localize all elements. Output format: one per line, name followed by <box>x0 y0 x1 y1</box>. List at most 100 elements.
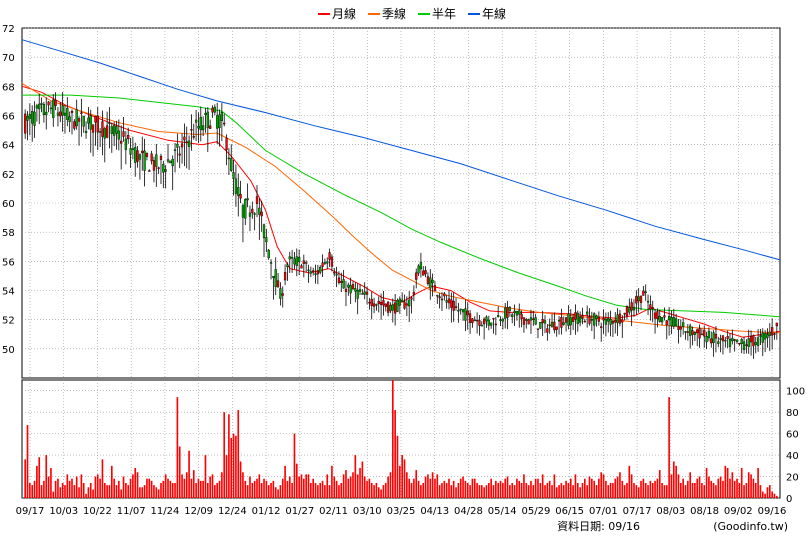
candle-body <box>262 224 266 239</box>
candle <box>703 325 706 348</box>
price-tick-label: 68 <box>2 82 15 93</box>
candle <box>527 318 530 325</box>
volume-bar <box>672 461 675 498</box>
candle <box>342 269 345 289</box>
candle-body <box>211 107 214 113</box>
price-tick-label: 70 <box>2 53 15 64</box>
candle <box>192 123 195 140</box>
candle <box>564 316 568 332</box>
legend-item: 半年 <box>418 7 456 21</box>
volume-bar <box>139 487 141 498</box>
candle <box>251 201 254 219</box>
candle <box>298 249 301 276</box>
volume-bar <box>502 482 504 498</box>
volume-bar <box>118 480 120 498</box>
candle-body <box>33 111 36 126</box>
volume-bar <box>279 485 282 498</box>
candle-body <box>504 307 507 319</box>
candle <box>305 260 308 273</box>
candle-body <box>138 154 142 160</box>
candle <box>157 166 160 175</box>
price-tick-label: 66 <box>2 112 15 123</box>
volume-bar <box>101 459 104 498</box>
candle <box>96 107 99 151</box>
candle <box>248 205 252 232</box>
candle-body <box>600 326 603 328</box>
candle-body <box>445 300 448 303</box>
volume-bar <box>715 485 717 498</box>
candle <box>319 265 322 275</box>
date-tick-label: 09/17 <box>16 506 45 517</box>
volume-bar <box>516 478 518 498</box>
volume-bar <box>698 476 701 498</box>
volume-bar <box>480 485 483 498</box>
candle <box>501 317 504 330</box>
volume-bar <box>710 480 713 498</box>
volume-bar <box>377 487 380 498</box>
candle <box>733 338 736 352</box>
volume-bar <box>251 482 254 498</box>
volume-bar <box>160 482 162 498</box>
candle-body <box>321 262 324 267</box>
candle <box>68 111 71 133</box>
volume-bar <box>197 478 200 498</box>
candle-body <box>326 261 329 264</box>
volume-bar <box>232 433 235 498</box>
volume-bar <box>174 482 176 498</box>
volume-bar <box>527 485 530 498</box>
volume-bar <box>214 485 216 498</box>
candle-body <box>689 325 692 336</box>
candle <box>607 312 610 333</box>
candle-body <box>607 318 610 322</box>
volume-bar <box>148 478 151 498</box>
candle <box>230 144 233 172</box>
candle-body <box>628 307 631 313</box>
volume-bar <box>609 482 612 498</box>
candle-body <box>314 273 317 275</box>
candle-body <box>28 113 31 119</box>
candle <box>459 308 462 315</box>
volume-bar <box>338 485 340 498</box>
volume-bar <box>235 435 237 498</box>
candle-body <box>87 117 90 124</box>
volume-bar <box>307 474 310 498</box>
volume-bar <box>483 487 485 498</box>
candle <box>717 336 720 348</box>
candle <box>258 198 261 240</box>
volume-bar <box>701 482 703 498</box>
candle-body <box>735 339 739 343</box>
volume-bar <box>541 474 544 498</box>
candle <box>576 310 579 332</box>
candle <box>152 156 156 183</box>
volume-bar <box>696 478 699 498</box>
data-source[interactable]: (Goodinfo.tw) <box>713 520 788 533</box>
candle <box>571 313 575 331</box>
candle <box>314 264 317 284</box>
volume-bar <box>387 476 389 498</box>
volume-bar <box>115 485 118 498</box>
candle-body <box>75 109 78 127</box>
candle-body <box>253 213 256 215</box>
candle-body <box>511 314 514 317</box>
candle-body <box>440 298 444 301</box>
candle <box>204 107 207 133</box>
candle-body <box>152 160 156 171</box>
candle-body <box>166 159 170 162</box>
candle-body <box>520 313 523 319</box>
candle-body <box>232 172 235 179</box>
candle-body <box>375 304 378 306</box>
candle-body <box>656 311 659 320</box>
candle <box>293 252 296 270</box>
candle <box>492 317 495 334</box>
candle-body <box>717 341 720 344</box>
volume-bar <box>64 485 66 498</box>
date-tick-label: 12/09 <box>184 506 213 517</box>
candle-body <box>508 307 512 311</box>
volume-bar <box>574 474 577 498</box>
volume-bar <box>129 478 132 498</box>
candle-body <box>728 338 732 348</box>
candle-body <box>377 300 380 304</box>
candle-body <box>190 129 193 131</box>
candle-body <box>234 178 238 194</box>
date-tick-label: 01/12 <box>252 506 281 517</box>
